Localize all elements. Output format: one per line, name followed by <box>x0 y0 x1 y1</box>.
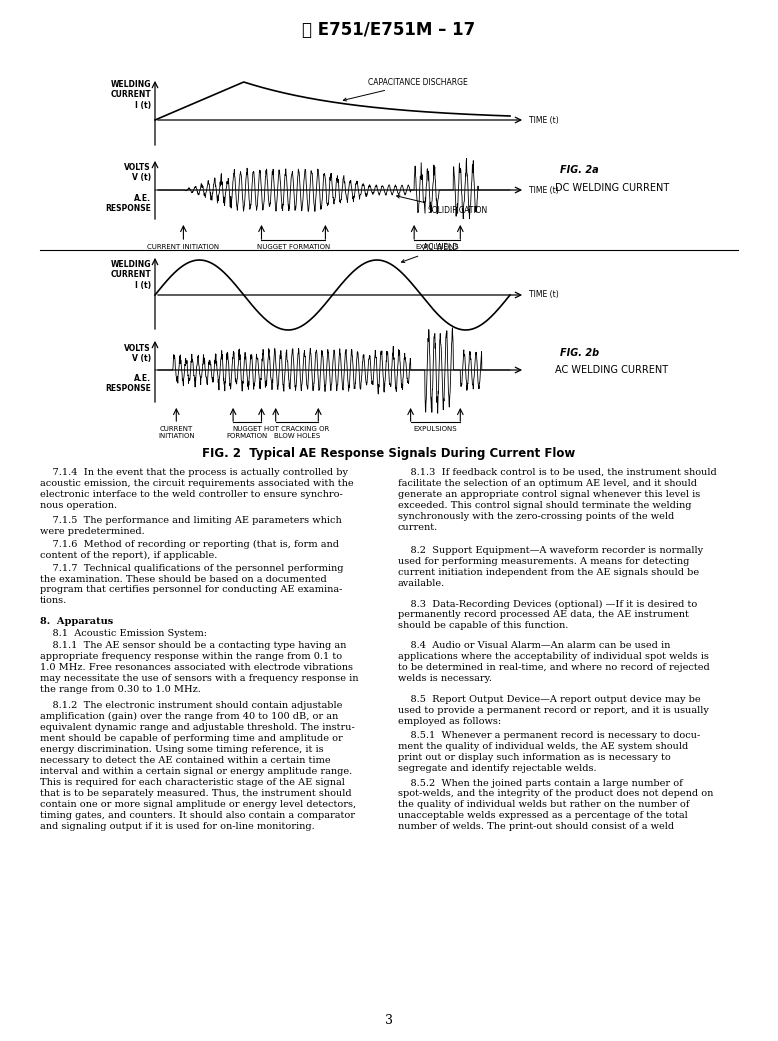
Text: A.E.
RESPONSE: A.E. RESPONSE <box>105 194 151 213</box>
Text: 8.1.2  The electronic instrument should contain adjustable
amplification (gain) : 8.1.2 The electronic instrument should c… <box>40 701 356 831</box>
Text: 8.1  ​Acoustic Emission System:: 8.1 ​Acoustic Emission System: <box>40 629 207 638</box>
Text: AC WELDING CURRENT: AC WELDING CURRENT <box>555 365 668 375</box>
Text: HOT CRACKING OR
BLOW HOLES: HOT CRACKING OR BLOW HOLES <box>265 426 330 439</box>
Text: 8.5.1  Whenever a permanent record is necessary to docu-
ment the quality of ind: 8.5.1 Whenever a permanent record is nec… <box>398 731 700 772</box>
Text: CURRENT INITIATION: CURRENT INITIATION <box>147 244 219 250</box>
Text: 3: 3 <box>385 1015 393 1027</box>
Text: WELDING
CURRENT
I (t): WELDING CURRENT I (t) <box>110 260 151 289</box>
Text: 7.1.4  In the event that the process is actually controlled by
acoustic emission: 7.1.4 In the event that the process is a… <box>40 468 354 510</box>
Text: 8.5.2  When the joined parts contain a large number of
spot-welds, and the integ: 8.5.2 When the joined parts contain a la… <box>398 779 713 832</box>
Text: AC WELD: AC WELD <box>401 244 458 262</box>
Text: A.E.
RESPONSE: A.E. RESPONSE <box>105 374 151 393</box>
Text: 7.1.6  Method of recording or reporting (that is, form and
content of the report: 7.1.6 Method of recording or reporting (… <box>40 539 339 560</box>
Text: VOLTS
V (t): VOLTS V (t) <box>124 344 151 363</box>
Text: 8.1.1  The AE sensor should be a contacting type having an
appropriate frequency: 8.1.1 The AE sensor should be a contacti… <box>40 641 359 694</box>
Text: VOLTS
V (t): VOLTS V (t) <box>124 163 151 182</box>
Text: Ⓢ E751/E751M – 17: Ⓢ E751/E751M – 17 <box>303 21 475 39</box>
Text: 8.  Apparatus: 8. Apparatus <box>40 617 114 627</box>
Text: WELDING
CURRENT
I (t): WELDING CURRENT I (t) <box>110 80 151 109</box>
Text: FIG. 2  Typical AE Response Signals During Current Flow: FIG. 2 Typical AE Response Signals Durin… <box>202 447 576 460</box>
Text: CURRENT
INITIATION: CURRENT INITIATION <box>158 426 194 439</box>
Text: CAPACITANCE DISCHARGE: CAPACITANCE DISCHARGE <box>343 78 468 101</box>
Text: TIME (t): TIME (t) <box>529 290 559 300</box>
Text: NUGGET
FORMATION: NUGGET FORMATION <box>226 426 268 439</box>
Text: 7.1.7  Technical qualifications of the personnel performing
the examination. The: 7.1.7 Technical qualifications of the pe… <box>40 563 344 606</box>
Text: TIME (t): TIME (t) <box>529 185 559 195</box>
Text: TIME (t): TIME (t) <box>529 116 559 125</box>
Text: DC WELDING CURRENT: DC WELDING CURRENT <box>555 183 669 193</box>
Text: FIG. 2b: FIG. 2b <box>560 348 599 358</box>
Text: 7.1.5  The performance and limiting AE parameters which
were predetermined.: 7.1.5 The performance and limiting AE pa… <box>40 515 342 536</box>
Text: 8.5  ​Report Output Device—A report output device may be
used to provide a perma: 8.5 ​Report Output Device—A report outpu… <box>398 695 709 726</box>
Text: 8.3  ​Data-Recording Devices (optional) —If it is desired to
permanently record : 8.3 ​Data-Recording Devices (optional) —… <box>398 600 697 631</box>
Text: EXPULSIONS: EXPULSIONS <box>414 426 457 432</box>
Text: 8.2  ​Support Equipment—A waveform recorder is normally
used for performing meas: 8.2 ​Support Equipment—A waveform record… <box>398 545 703 587</box>
Text: EXPULSIONS: EXPULSIONS <box>415 244 459 250</box>
Text: NUGGET FORMATION: NUGGET FORMATION <box>257 244 330 250</box>
Text: SOLIDIFICATION: SOLIDIFICATION <box>397 195 488 215</box>
Text: 8.1.3  If feedback control is to be used, the instrument should
facilitate the s: 8.1.3 If feedback control is to be used,… <box>398 468 717 532</box>
Text: 8.4  ​Audio or Visual Alarm—An alarm can be used in
applications where the accep: 8.4 ​Audio or Visual Alarm—An alarm can … <box>398 641 710 683</box>
Text: FIG. 2a: FIG. 2a <box>560 166 599 175</box>
